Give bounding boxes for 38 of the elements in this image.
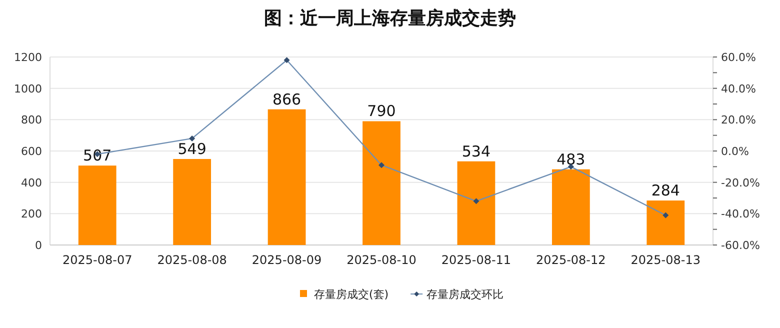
data-label: 284 xyxy=(651,182,680,200)
y-tick-label: 800 xyxy=(21,114,42,127)
x-tick-label: 2025-08-07 xyxy=(62,253,132,267)
y2-tick-label: -40.0% xyxy=(721,208,760,221)
chart-title: 图：近一周上海存量房成交走势 xyxy=(264,8,516,29)
bar xyxy=(173,158,212,245)
y2-tick-label: -20.0% xyxy=(721,176,760,190)
bar xyxy=(646,200,685,245)
bar xyxy=(268,109,306,245)
y-tick-label: 1200 xyxy=(14,51,42,64)
x-tick-label: 2025-08-13 xyxy=(630,253,701,267)
legend-label: 存量房成交环比 xyxy=(426,288,504,301)
bar xyxy=(78,166,116,245)
y-tick-label: 200 xyxy=(21,208,42,221)
x-tick-label: 2025-08-11 xyxy=(441,253,512,267)
legend-label: 存量房成交(套) xyxy=(314,288,389,301)
bar xyxy=(362,121,400,245)
data-label: 790 xyxy=(367,102,396,120)
y2-tick-label: 60.0% xyxy=(721,51,756,64)
data-label: 549 xyxy=(178,140,206,158)
y-tick-label: 400 xyxy=(21,176,42,190)
y-tick-label: 600 xyxy=(21,145,42,158)
x-tick-label: 2025-08-12 xyxy=(536,253,606,267)
data-label: 507 xyxy=(83,146,112,165)
x-tick-label: 2025-08-09 xyxy=(252,253,322,267)
x-tick-label: 2025-08-10 xyxy=(346,253,416,267)
data-label: 866 xyxy=(272,90,302,108)
y-tick-label: 0 xyxy=(35,239,42,252)
y2-tick-label: 20.0% xyxy=(721,114,756,127)
data-label: 534 xyxy=(462,142,491,160)
bar xyxy=(552,169,590,245)
y-tick-label: 1000 xyxy=(14,82,42,96)
bar xyxy=(457,161,496,245)
x-tick-label: 2025-08-08 xyxy=(157,253,227,267)
y2-tick-label: 0.0% xyxy=(721,145,749,158)
y2-tick-label: -60.0% xyxy=(721,239,760,252)
data-label: 483 xyxy=(556,150,586,168)
y2-tick-label: 40.0% xyxy=(721,82,756,96)
